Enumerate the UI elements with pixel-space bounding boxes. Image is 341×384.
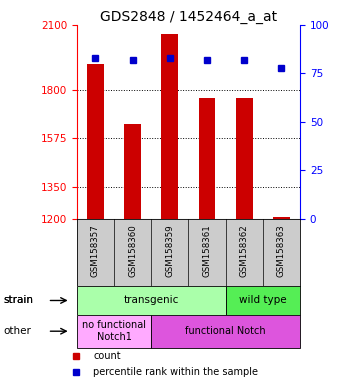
Text: GSM158360: GSM158360 [128, 224, 137, 277]
Bar [161, 33, 178, 219]
Text: functional Notch: functional Notch [185, 326, 266, 336]
Text: GSM158363: GSM158363 [277, 224, 286, 277]
Bar [87, 64, 104, 219]
Text: GSM158362: GSM158362 [240, 224, 249, 277]
Bar [273, 217, 290, 219]
Text: no functional
Notch1: no functional Notch1 [82, 320, 146, 342]
Text: GSM158359: GSM158359 [165, 224, 174, 277]
Text: GSM158361: GSM158361 [203, 224, 211, 277]
Text: count: count [93, 351, 121, 361]
Bar [77, 286, 226, 315]
Text: percentile rank within the sample: percentile rank within the sample [93, 367, 258, 377]
Text: other: other [4, 326, 32, 336]
Text: transgenic: transgenic [123, 295, 179, 306]
Text: strain: strain [4, 295, 34, 306]
Bar [199, 98, 216, 219]
Text: strain: strain [3, 295, 33, 306]
Bar [151, 315, 300, 348]
Bar [77, 315, 151, 348]
Bar [236, 98, 253, 219]
Text: wild type: wild type [239, 295, 287, 306]
Bar [226, 286, 300, 315]
Bar [124, 124, 141, 219]
Text: GSM158357: GSM158357 [91, 224, 100, 277]
Title: GDS2848 / 1452464_a_at: GDS2848 / 1452464_a_at [100, 10, 277, 24]
